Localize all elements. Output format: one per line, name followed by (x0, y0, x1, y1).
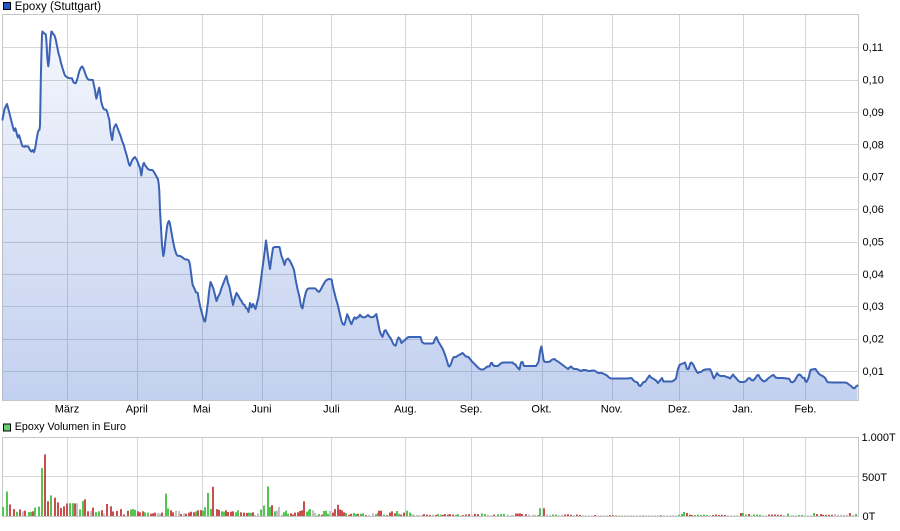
svg-text:April: April (126, 404, 148, 416)
svg-text:Sep.: Sep. (460, 404, 483, 416)
svg-text:Epoxy (Stuttgart): Epoxy (Stuttgart) (15, 1, 101, 13)
svg-text:Juli: Juli (323, 404, 340, 416)
svg-text:Feb.: Feb. (794, 404, 816, 416)
svg-text:0,06: 0,06 (863, 204, 884, 216)
svg-text:Nov.: Nov. (601, 404, 623, 416)
svg-text:Mai: Mai (193, 404, 211, 416)
svg-text:0T: 0T (863, 511, 876, 523)
svg-text:1.000T: 1.000T (862, 432, 897, 444)
svg-text:0,11: 0,11 (863, 42, 884, 54)
svg-text:Aug.: Aug. (394, 404, 417, 416)
svg-text:500T: 500T (862, 472, 887, 484)
svg-text:0,03: 0,03 (863, 301, 884, 313)
svg-text:0,01: 0,01 (863, 366, 884, 378)
svg-text:Epoxy Volumen in Euro: Epoxy Volumen in Euro (15, 421, 126, 433)
svg-text:Jan.: Jan. (732, 404, 753, 416)
svg-text:0,05: 0,05 (863, 236, 884, 248)
svg-text:0,07: 0,07 (863, 172, 884, 184)
svg-text:Dez.: Dez. (668, 404, 691, 416)
svg-text:Okt.: Okt. (531, 404, 551, 416)
svg-text:0,02: 0,02 (863, 334, 884, 346)
svg-text:0,08: 0,08 (863, 139, 884, 151)
svg-text:0,04: 0,04 (863, 269, 884, 281)
svg-text:0,09: 0,09 (863, 107, 884, 119)
svg-text:Juni: Juni (251, 404, 271, 416)
svg-text:März: März (55, 404, 79, 416)
svg-text:0,10: 0,10 (863, 75, 884, 87)
